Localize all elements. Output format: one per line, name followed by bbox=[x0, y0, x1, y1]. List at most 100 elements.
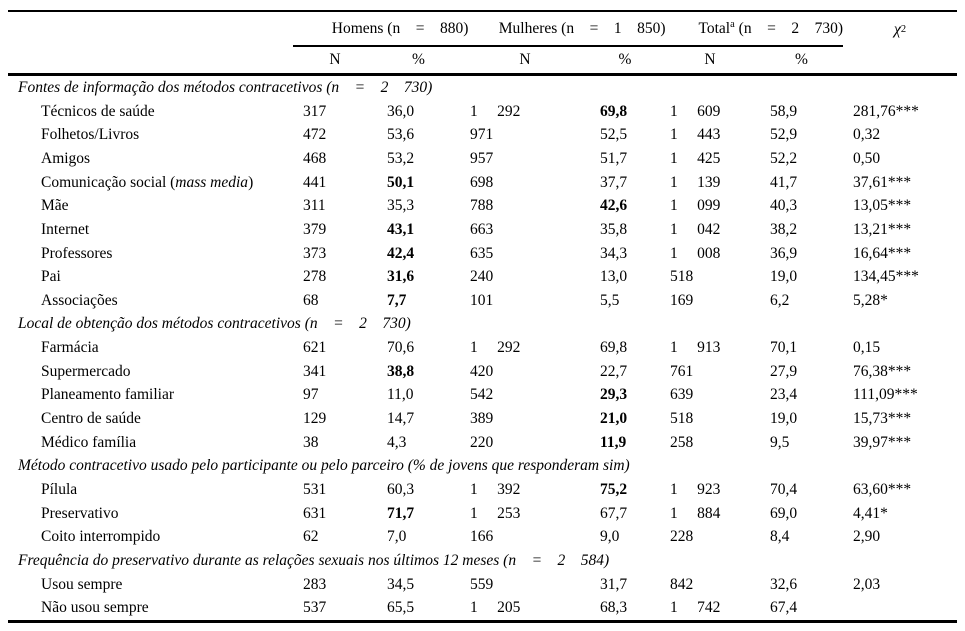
chi-symbol: χ bbox=[893, 20, 901, 38]
col-group-mulheres: Mulheres (n = 1 850) bbox=[460, 5, 666, 52]
row-label: Folhetos/Livros bbox=[8, 127, 293, 143]
cell-homens-pct: 43,1 bbox=[387, 220, 415, 238]
cell-total-n: 258 bbox=[670, 433, 694, 451]
cell-homens-pct: 31,6 bbox=[387, 268, 415, 286]
row-label-text: Comunicação social ( bbox=[41, 173, 176, 191]
table-row: Preservativo 631 71,7 1 253 67,7 1 884 69,0 4,4… bbox=[8, 502, 957, 526]
cell-homens-pct: 53,6 bbox=[387, 126, 415, 144]
table-row: Pai 278 31,6 240 13,0 518 19,0 134,45*** bbox=[8, 265, 957, 289]
cell-homens-n: 621 bbox=[303, 339, 327, 357]
cell-mulheres-pct: 5,5 bbox=[600, 291, 620, 309]
col-group-homens-label: Homens (n = 880) bbox=[331, 19, 469, 37]
cell-total-pct: 52,2 bbox=[770, 149, 798, 167]
cell-homens-n: 468 bbox=[303, 149, 327, 167]
cell-chi-square: 15,73*** bbox=[853, 410, 912, 428]
cell-total-pct: 9,5 bbox=[770, 433, 790, 451]
row-label: Técnicos de saúde bbox=[8, 103, 293, 120]
row-label: Usou sempre bbox=[8, 575, 293, 593]
cell-total-n: 228 bbox=[670, 528, 694, 546]
cell-homens-n: 129 bbox=[303, 410, 327, 428]
cell-mulheres-n: 663 bbox=[470, 220, 494, 238]
cell-mulheres-pct: 67,7 bbox=[600, 504, 628, 522]
cell-homens-n: 68 bbox=[303, 291, 319, 309]
cell-total-n: 842 bbox=[670, 575, 694, 593]
cell-mulheres-pct: 68,3 bbox=[600, 599, 628, 617]
row-label-italic: mass media bbox=[175, 173, 249, 191]
cell-chi-square: 13,05*** bbox=[853, 197, 912, 215]
table-row: Supermercado 341 38,8 420 22,7 761 27,9 76,38**… bbox=[8, 360, 957, 384]
table-row: Folhetos/Livros 472 53,6 971 52,5 1 443 52,9 0,… bbox=[8, 123, 957, 147]
cell-total-pct: 40,3 bbox=[770, 197, 798, 215]
table-row: Técnicos de saúde 317 36,0 1 292 69,8 1 609 58… bbox=[8, 100, 957, 124]
cell-chi-square: 76,38*** bbox=[853, 362, 912, 380]
cell-mulheres-n: 1 253 bbox=[470, 504, 521, 522]
cell-homens-pct: 53,2 bbox=[387, 149, 415, 167]
cell-homens-pct: 7,7 bbox=[387, 291, 407, 309]
table-bottom-rule bbox=[8, 619, 957, 623]
row-label-text: Não usou sempre bbox=[41, 599, 149, 617]
cell-homens-n: 278 bbox=[303, 268, 327, 286]
row-label-text: Associações bbox=[41, 291, 118, 309]
cell-total-pct: 52,9 bbox=[770, 126, 798, 144]
cell-chi-square: 4,41* bbox=[853, 504, 888, 522]
cell-total-pct: 38,2 bbox=[770, 220, 798, 238]
cell-homens-n: 97 bbox=[303, 386, 319, 404]
cell-mulheres-pct: 29,3 bbox=[600, 386, 628, 404]
row-label: Planeamento familiar bbox=[8, 387, 293, 403]
cell-chi-square: 39,97*** bbox=[853, 433, 912, 451]
row-label: Pai bbox=[8, 269, 293, 285]
subheader-mulheres-n: N bbox=[519, 51, 531, 69]
cell-homens-n: 341 bbox=[303, 362, 327, 380]
cell-total-n: 1 742 bbox=[670, 599, 721, 617]
cell-homens-pct: 14,7 bbox=[387, 410, 415, 428]
cell-total-pct: 8,4 bbox=[770, 528, 790, 546]
cell-homens-n: 379 bbox=[303, 220, 327, 238]
cell-chi-square: 281,76*** bbox=[853, 102, 919, 120]
contraception-statistics-table: Homens (n = 880) Mulheres (n = 1 850) To… bbox=[8, 10, 957, 623]
cell-homens-n: 62 bbox=[303, 528, 319, 546]
cell-chi-square: 111,09*** bbox=[853, 386, 918, 404]
table-row: Planeamento familiar 97 11,0 542 29,3 639 23,4… bbox=[8, 383, 957, 407]
group-header-underline: Homens (n = 880) Mulheres (n = 1 850) To… bbox=[293, 12, 843, 47]
row-label-end: ) bbox=[248, 173, 254, 191]
subheader-total-pct: % bbox=[795, 51, 808, 69]
row-label: Centro de saúde bbox=[8, 411, 293, 427]
cell-chi-square: 0,15 bbox=[853, 339, 881, 357]
section-header-row: Frequência do preservativo durante as re… bbox=[8, 549, 957, 573]
cell-total-n: 1 443 bbox=[670, 126, 721, 144]
cell-mulheres-n: 1 292 bbox=[470, 339, 521, 357]
table-row: Coito interrompido 62 7,0 166 9,0 228 8,4 2,90 bbox=[8, 525, 957, 549]
cell-mulheres-n: 698 bbox=[470, 173, 494, 191]
table-row: Usou sempre 283 34,5 559 31,7 842 32,6 2,03 bbox=[8, 572, 957, 596]
row-label: Mãe bbox=[8, 198, 293, 214]
row-label: Médico família bbox=[8, 433, 293, 451]
cell-total-n: 639 bbox=[670, 386, 694, 404]
cell-mulheres-pct: 42,6 bbox=[600, 197, 628, 215]
cell-chi-square: 63,60*** bbox=[853, 480, 912, 498]
row-label-text: Médico família bbox=[41, 433, 137, 451]
cell-mulheres-n: 957 bbox=[470, 149, 494, 167]
col-group-mulheres-label: Mulheres (n = 1 850) bbox=[498, 19, 666, 37]
table-row: Amigos 468 53,2 957 51,7 1 425 52,2 0,50 bbox=[8, 147, 957, 171]
section-header-row: Fontes de informação dos métodos contrac… bbox=[8, 76, 957, 100]
cell-mulheres-pct: 22,7 bbox=[600, 362, 628, 380]
section-header-label: Frequência do preservativo durante as re… bbox=[18, 551, 610, 569]
cell-mulheres-pct: 51,7 bbox=[600, 149, 628, 167]
row-label-text: Usou sempre bbox=[41, 575, 123, 593]
cell-homens-pct: 35,3 bbox=[387, 197, 415, 215]
cell-homens-n: 441 bbox=[303, 173, 327, 191]
subheader-total-n: N bbox=[704, 51, 716, 69]
cell-total-pct: 36,9 bbox=[770, 244, 798, 262]
table-row: Internet 379 43,1 663 35,8 1 042 38,2 13,21*** bbox=[8, 218, 957, 242]
cell-chi-square: 16,64*** bbox=[853, 244, 912, 262]
table-subheader-row: N % N % N % bbox=[8, 47, 957, 76]
cell-total-n: 1 609 bbox=[670, 102, 721, 120]
cell-total-pct: 19,0 bbox=[770, 410, 798, 428]
cell-total-pct: 70,1 bbox=[770, 339, 798, 357]
row-label-text: Amigos bbox=[41, 149, 91, 167]
cell-homens-pct: 65,5 bbox=[387, 599, 415, 617]
subheader-homens-pct: % bbox=[412, 51, 425, 69]
cell-homens-pct: 42,4 bbox=[387, 244, 415, 262]
cell-mulheres-n: 788 bbox=[470, 197, 494, 215]
